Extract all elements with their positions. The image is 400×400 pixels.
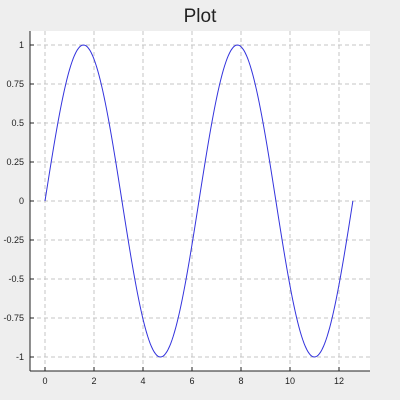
y-tick-label: -0.75 — [3, 313, 24, 323]
y-tick-label: 1 — [19, 40, 24, 50]
y-tick-label: 0 — [19, 196, 24, 206]
y-tick-label: -0.5 — [8, 274, 24, 284]
y-tick-label: 0.5 — [11, 118, 24, 128]
chart-title: Plot — [183, 6, 217, 27]
x-tick-label: 8 — [238, 376, 243, 386]
x-tick-label: 12 — [334, 376, 344, 386]
y-tick-label: -0.25 — [3, 235, 24, 245]
y-tick-label: 0.75 — [6, 79, 24, 89]
x-tick-label: 6 — [189, 376, 194, 386]
x-tick-label: 0 — [42, 376, 47, 386]
series-line — [44, 44, 354, 358]
y-tick-label: -1 — [16, 352, 24, 362]
y-tick-label: 0.25 — [6, 157, 24, 167]
x-tick-label: 2 — [91, 376, 96, 386]
x-tick-label: 10 — [285, 376, 295, 386]
x-tick-label: 4 — [140, 376, 145, 386]
